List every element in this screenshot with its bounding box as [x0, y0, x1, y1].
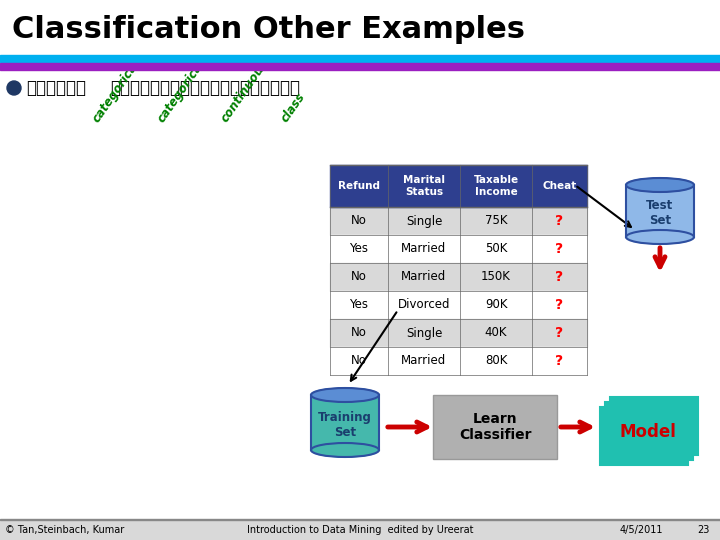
Text: 75K: 75K — [485, 214, 508, 227]
Bar — [0, 519, 720, 520]
Bar — [460, 263, 532, 291]
Text: Introduction to Data Mining  edited by Ureerat: Introduction to Data Mining edited by Ur… — [247, 525, 473, 535]
Text: 80K: 80K — [485, 354, 507, 368]
Bar — [460, 165, 532, 207]
Bar — [532, 263, 587, 291]
Bar — [388, 263, 460, 291]
Bar — [388, 235, 460, 263]
Bar — [0, 55, 720, 62]
Bar — [330, 165, 388, 207]
Text: Model: Model — [620, 423, 676, 441]
Text: Married: Married — [401, 354, 446, 368]
Bar — [330, 263, 388, 291]
Text: Marital
Status: Marital Status — [403, 175, 445, 197]
Text: Married: Married — [401, 242, 446, 255]
Text: Married: Married — [401, 271, 446, 284]
Text: ?: ? — [555, 270, 564, 284]
Circle shape — [7, 81, 21, 95]
Text: No: No — [351, 271, 367, 284]
Bar — [388, 319, 460, 347]
Text: Training
Set: Training Set — [318, 410, 372, 438]
Bar — [532, 165, 587, 207]
Ellipse shape — [311, 443, 379, 457]
Text: Divorced: Divorced — [397, 299, 450, 312]
Text: ?: ? — [555, 354, 564, 368]
Bar — [532, 347, 587, 375]
Bar — [388, 347, 460, 375]
Text: Cheat: Cheat — [542, 181, 577, 191]
Text: No: No — [351, 327, 367, 340]
Bar — [600, 407, 688, 465]
Ellipse shape — [311, 388, 379, 402]
Bar — [626, 185, 694, 237]
Text: ?: ? — [555, 298, 564, 312]
Bar — [0, 520, 720, 540]
Bar — [460, 291, 532, 319]
Bar — [610, 397, 698, 455]
Text: 23: 23 — [698, 525, 710, 535]
Bar — [388, 207, 460, 235]
Text: ?: ? — [555, 214, 564, 228]
Bar — [330, 319, 388, 347]
Text: No: No — [351, 354, 367, 368]
Ellipse shape — [626, 178, 694, 192]
Bar — [532, 235, 587, 263]
Bar — [532, 319, 587, 347]
Text: 90K: 90K — [485, 299, 508, 312]
Ellipse shape — [626, 230, 694, 244]
Text: การตรวจสอบการโกงภาษ: การตรวจสอบการโกงภาษ — [110, 79, 300, 97]
Text: Classification Other Examples: Classification Other Examples — [12, 15, 525, 44]
Text: Refund: Refund — [338, 181, 380, 191]
Text: categorical: categorical — [90, 57, 143, 125]
Text: ?: ? — [555, 242, 564, 256]
Bar — [532, 207, 587, 235]
Text: ?: ? — [555, 326, 564, 340]
Bar — [330, 291, 388, 319]
FancyBboxPatch shape — [433, 395, 557, 459]
Bar — [532, 291, 587, 319]
Text: class: class — [278, 91, 307, 125]
Bar — [460, 207, 532, 235]
Text: continuous: continuous — [218, 57, 271, 125]
Text: 50K: 50K — [485, 242, 507, 255]
Text: Yes: Yes — [349, 299, 369, 312]
Text: 4/5/2011: 4/5/2011 — [620, 525, 664, 535]
Text: Taxable
Income: Taxable Income — [474, 175, 518, 197]
Text: 150K: 150K — [481, 271, 511, 284]
Bar — [388, 165, 460, 207]
Bar — [460, 319, 532, 347]
Bar — [330, 235, 388, 263]
Bar — [388, 291, 460, 319]
Text: 40K: 40K — [485, 327, 508, 340]
Text: No: No — [351, 214, 367, 227]
Text: Learn
Classifier: Learn Classifier — [459, 412, 531, 442]
Bar — [460, 235, 532, 263]
Text: Test
Set: Test Set — [647, 199, 674, 227]
Bar — [330, 347, 388, 375]
Bar — [460, 347, 532, 375]
Text: © Tan,Steinbach, Kumar: © Tan,Steinbach, Kumar — [5, 525, 125, 535]
Bar — [605, 402, 693, 460]
Bar — [311, 395, 379, 450]
Text: Single: Single — [406, 327, 442, 340]
Bar — [0, 63, 720, 70]
Text: Yes: Yes — [349, 242, 369, 255]
Bar — [330, 207, 388, 235]
Text: Single: Single — [406, 214, 442, 227]
Text: ตวอยาง: ตวอยาง — [26, 79, 86, 97]
Text: categorical: categorical — [155, 57, 208, 125]
